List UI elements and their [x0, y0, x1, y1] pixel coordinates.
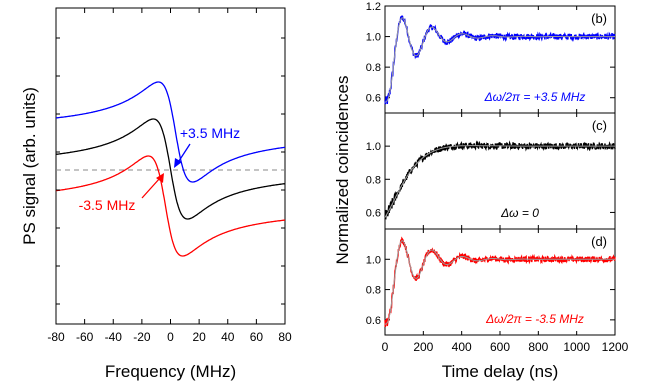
y-tick-label: 0.8 — [366, 285, 381, 297]
annotation-plus: +3.5 MHz — [180, 125, 240, 141]
left-x-tick-label: -40 — [105, 330, 123, 344]
left-x-tick-label: 80 — [278, 330, 292, 344]
panel-annotation: Δω/2π = +3.5 MHz — [484, 90, 586, 104]
ps-signal-line-1 — [55, 118, 286, 220]
left-x-tick-label: -80 — [47, 330, 65, 344]
data-trace — [384, 140, 616, 220]
ps-signal-line-2 — [55, 155, 286, 257]
ps-signal-line-0 — [55, 81, 286, 183]
panel-0: 0.6 0.8 1.0 1.2 (b) Δω/2π = +3.5 MHz — [366, 1, 616, 114]
panel-annotation: Δω = 0 — [500, 206, 539, 220]
y-tick-label: 1.2 — [366, 1, 381, 13]
y-tick-label: 0.8 — [366, 62, 381, 74]
right-x-axis-label: Time delay (ns) — [442, 362, 559, 381]
right-x-tick-label: 600 — [490, 340, 510, 354]
arrow-minus-line — [141, 177, 161, 199]
fit-curve — [384, 17, 615, 103]
left-x-tick-label: 0 — [167, 330, 174, 344]
fit-curve — [384, 145, 615, 218]
annotation-minus: -3.5 MHz — [79, 197, 136, 213]
right-x-tick-label: 1000 — [563, 340, 590, 354]
left-y-axis-label: PS signal (arb. units) — [20, 87, 39, 245]
right-x-tick-label: 0 — [382, 340, 389, 354]
left-x-tick-label: -20 — [133, 330, 151, 344]
y-tick-label: 1.0 — [366, 254, 381, 266]
panel-label: (d) — [591, 234, 607, 249]
left-x-tick-label: 40 — [221, 330, 235, 344]
y-tick-label: 0.6 — [366, 315, 381, 327]
panel-2: 0.6 0.8 1.0 (d) Δω/2π = -3.5 MHz — [366, 228, 616, 336]
right-x-tick-label: 1200 — [602, 340, 629, 354]
left-x-tick-label: -60 — [76, 330, 94, 344]
right-x-tick-label: 400 — [452, 340, 472, 354]
panel-1: 0.6 0.8 1.0 (c) Δω = 0 — [366, 112, 616, 230]
right-x-tick-label: 800 — [528, 340, 548, 354]
y-tick-label: 0.6 — [366, 207, 381, 219]
right-x-tick-label: 200 — [413, 340, 433, 354]
y-tick-label: 0.8 — [366, 174, 381, 186]
panel-label: (c) — [592, 118, 607, 133]
panel-annotation: Δω/2π = -3.5 MHz — [485, 312, 584, 326]
y-tick-label: 1.0 — [366, 32, 381, 44]
y-tick-label: 1.0 — [366, 141, 381, 153]
left-x-tick-label: 20 — [192, 330, 206, 344]
fit-curve — [384, 240, 615, 325]
left-x-axis-label: Frequency (MHz) — [105, 362, 236, 381]
arrow-plus-head — [174, 158, 182, 168]
panel-label: (b) — [591, 11, 607, 26]
left-panel: -80 -60 -40 -20 0 20 40 60 80 Frequency (MHz) PS s… — [20, 7, 292, 381]
panel-frame — [384, 112, 616, 230]
right-y-axis-label: Normalized coincidences — [333, 76, 352, 265]
arrow-minus-head — [156, 173, 164, 183]
y-tick-label: 0.6 — [366, 93, 381, 105]
left-x-tick-label: 60 — [250, 330, 264, 344]
